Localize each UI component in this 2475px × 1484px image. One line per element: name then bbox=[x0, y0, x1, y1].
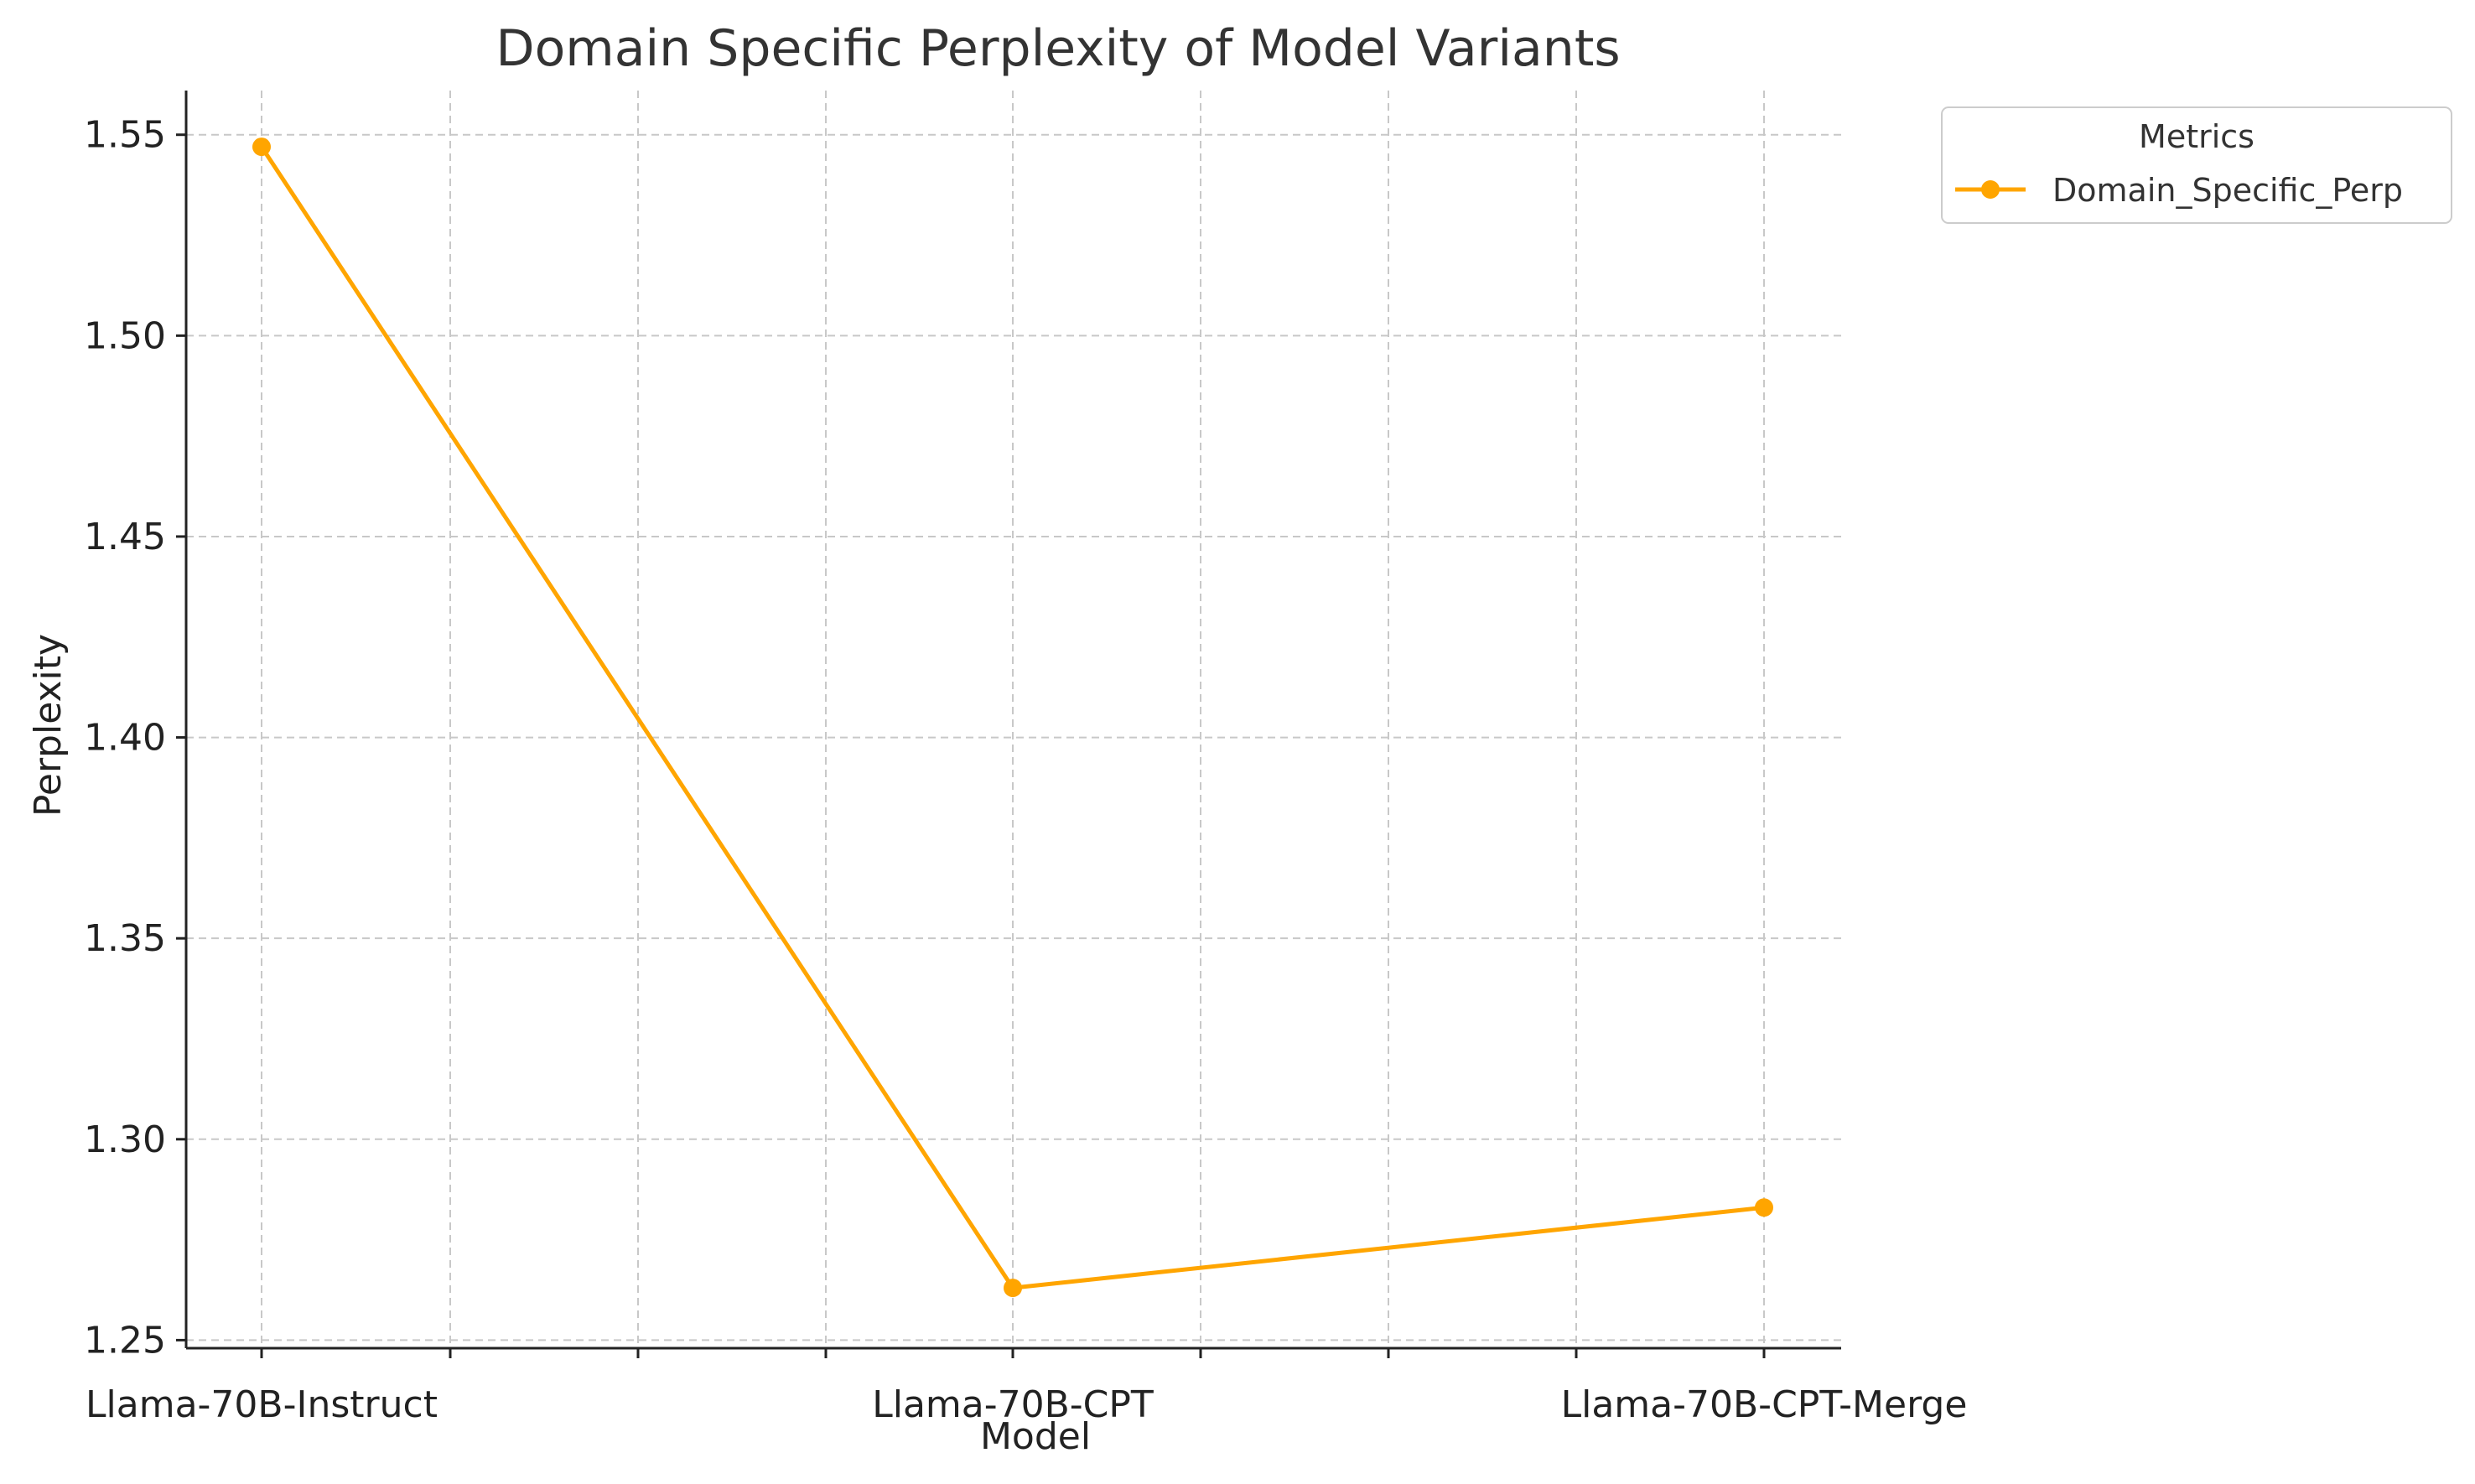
x-ticks: Llama-70B-Instruct Llama-70B-CPT Llama-70B… bbox=[86, 1348, 1967, 1426]
y-tick-label: 1.35 bbox=[84, 917, 166, 960]
y-tick-label: 1.55 bbox=[84, 114, 166, 157]
y-tick-label: 1.25 bbox=[84, 1319, 166, 1362]
legend-entry-label: Domain_Specific_Perp bbox=[2052, 172, 2403, 209]
x-tick-label: Llama-70B-CPT-Merge bbox=[1561, 1383, 1968, 1426]
y-ticks: 1.25 1.30 1.35 1.40 1.45 1.50 1.55 bbox=[84, 114, 186, 1362]
series bbox=[252, 138, 1773, 1298]
data-point bbox=[252, 138, 271, 157]
legend-swatch-marker bbox=[1981, 180, 2000, 199]
y-tick-label: 1.40 bbox=[84, 717, 166, 760]
legend-title: Metrics bbox=[2139, 118, 2254, 155]
y-tick-label: 1.30 bbox=[84, 1118, 166, 1161]
y-tick-label: 1.45 bbox=[84, 516, 166, 558]
x-axis-label: Model bbox=[980, 1415, 1091, 1458]
legend: Metrics Domain_Specific_Perp bbox=[1941, 106, 2452, 224]
grid bbox=[186, 91, 1841, 1348]
data-point bbox=[1004, 1279, 1022, 1298]
y-axis-label: Perplexity bbox=[27, 634, 70, 817]
x-tick-label: Llama-70B-CPT bbox=[872, 1383, 1154, 1426]
data-point bbox=[1755, 1198, 1773, 1217]
x-tick-label: Llama-70B-Instruct bbox=[86, 1383, 438, 1426]
chart-title: Domain Specific Perplexity of Model Vari… bbox=[496, 19, 1620, 78]
y-tick-label: 1.50 bbox=[84, 314, 166, 357]
legend-box bbox=[1941, 106, 2452, 224]
